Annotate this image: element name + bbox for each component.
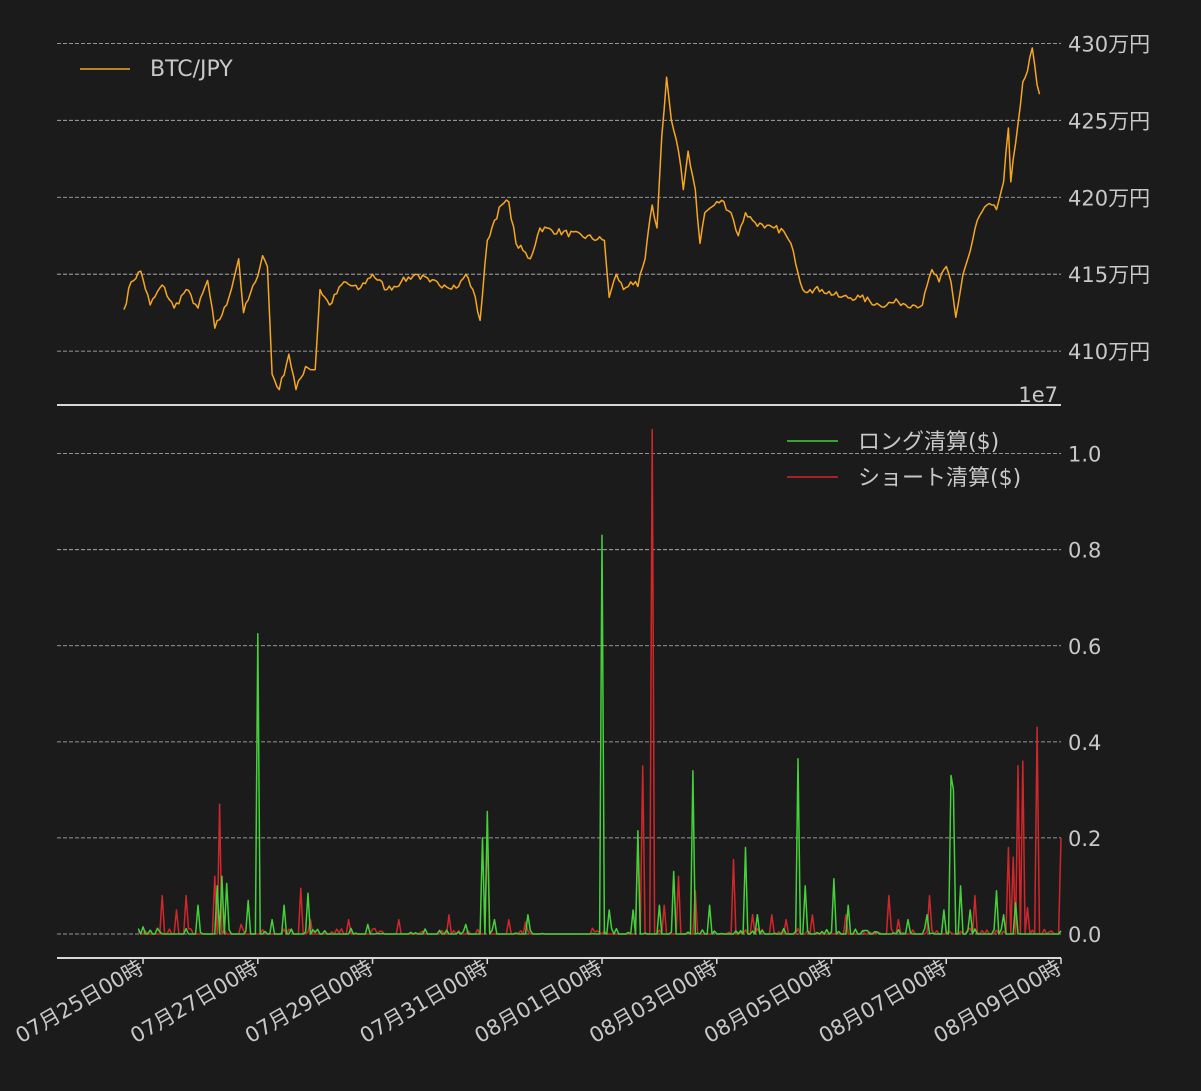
top-panel-offset-label: 1e7 <box>1018 383 1058 407</box>
legend-label-btc-jpy: BTC/JPY <box>150 57 233 82</box>
top-y-tick-label-0: 410万円 <box>1068 340 1150 364</box>
top-y-tick-label-3: 425万円 <box>1068 109 1150 133</box>
legend-label-long: ロング清算($) <box>858 430 999 455</box>
bottom-y-tick-label-2: 0.4 <box>1068 731 1101 755</box>
long-liquidation-line <box>137 534 1062 935</box>
legend-label-short: ショート清算($) <box>858 466 1021 491</box>
top-y-tick-label-1: 415万円 <box>1068 263 1150 287</box>
btc-jpy-price-line <box>123 47 1041 391</box>
bottom-panel-y-tick-labels: 0.0 0.2 0.4 0.6 0.8 1.0 <box>1068 443 1101 947</box>
top-y-tick-label-4: 430万円 <box>1068 32 1150 56</box>
bottom-y-tick-label-5: 1.0 <box>1068 443 1101 467</box>
bottom-y-tick-label-4: 0.8 <box>1068 539 1101 563</box>
bottom-y-tick-label-1: 0.2 <box>1068 827 1101 851</box>
top-panel-gridlines <box>57 42 1061 352</box>
top-y-tick-label-2: 420万円 <box>1068 186 1150 210</box>
top-panel-y-tick-labels: 410万円 415万円 420万円 425万円 430万円 <box>1068 32 1150 364</box>
bottom-legend: ロング清算($) ショート清算($) <box>787 430 1021 491</box>
bottom-y-tick-label-0: 0.0 <box>1068 923 1101 947</box>
bottom-y-tick-label-3: 0.6 <box>1068 635 1101 659</box>
top-legend: BTC/JPY <box>80 57 233 82</box>
